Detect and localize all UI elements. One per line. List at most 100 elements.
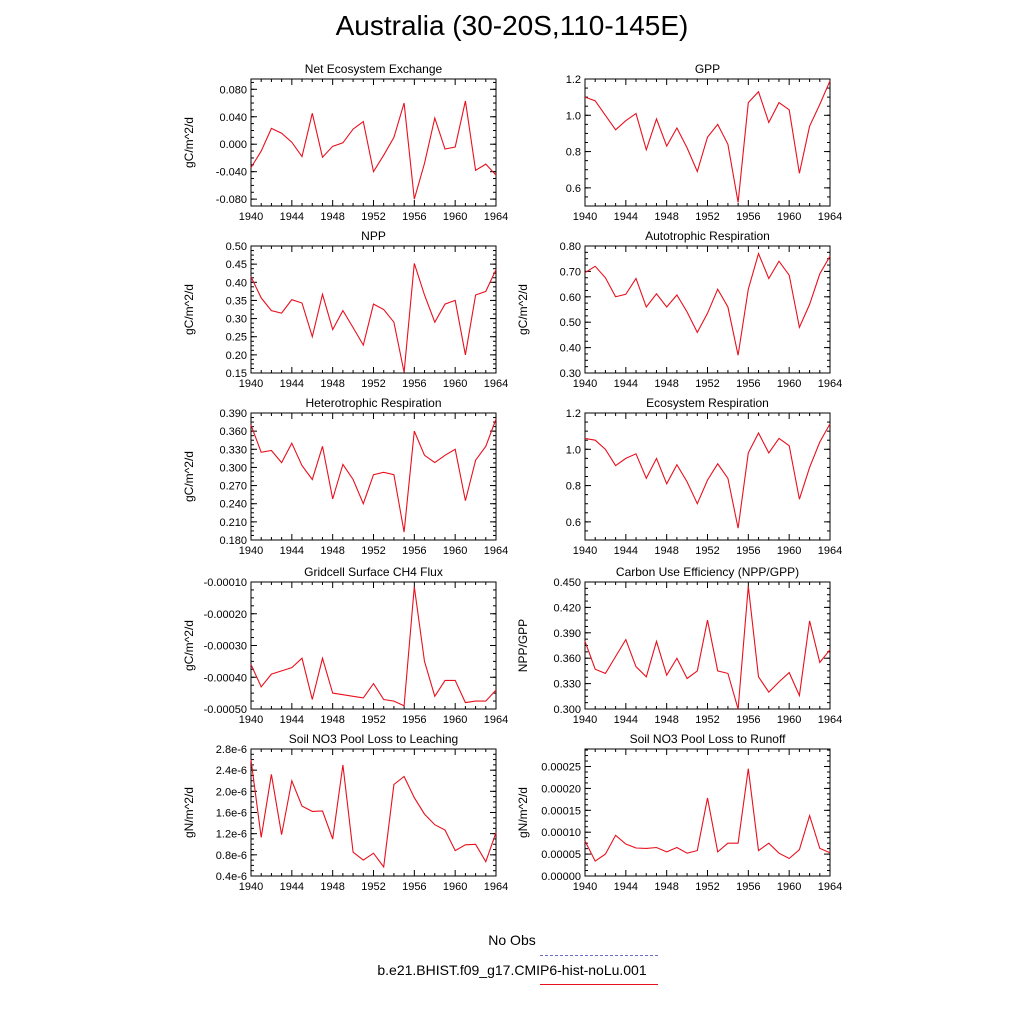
panel-10-title: Soil NO3 Pool Loss to Runoff [630,732,787,746]
panel-4-series-line [584,251,831,356]
panel-2-ytick-label: 1.0 [566,110,581,122]
panel-8-xtick-label: 1952 [695,714,719,726]
panel-3-xtick-label: 1952 [361,378,385,390]
panel-1-ytick-label: 0.080 [219,84,247,96]
panel-9-ytick-label: 2.0e-6 [216,786,247,798]
panel-5-ylabel: gC/m^2/d [182,451,196,502]
panel-5-xtick-label: 1960 [443,545,467,557]
figure-title: Australia (30-20S,110-145E) [335,10,689,41]
panel-9-ytick-label: 2.8e-6 [216,744,247,756]
panel-10-xtick-label: 1952 [695,881,719,893]
panel-4-ytick-label: 0.80 [560,241,581,253]
panel-10-frame [584,748,831,877]
panel-7-xtick-label: 1944 [280,714,304,726]
panel-9-ytick-label: 0.4e-6 [216,871,247,883]
panel-5-series-line [250,418,497,533]
panel-7-xtick-label: 1940 [239,714,263,726]
panel-1-ytick-label: 0.040 [219,112,247,124]
panel-10-xtick-label: 1948 [654,881,678,893]
panel-1-xtick-label: 1960 [443,211,467,223]
panel-9-ytick-label: 0.8e-6 [216,850,247,862]
panel-5-ytick-label: 0.300 [219,462,247,474]
panel-4-ytick-label: 0.40 [560,343,581,355]
panel-6-series-line [584,423,831,529]
panel-7-xtick-label: 1948 [320,714,344,726]
panel-6-ytick-label: 1.2 [566,408,581,420]
panel-5-ytick-label: 0.390 [219,408,247,420]
panel-8-ytick-label: 0.300 [553,704,581,716]
panel-10-ytick-label: 0.00025 [541,762,581,774]
panel-5-ytick-label: 0.240 [219,499,247,511]
panel-1-xtick-label: 1948 [320,211,344,223]
panel-10-ytick-label: 0.00010 [541,827,581,839]
panel-3-xtick-label: 1944 [280,378,304,390]
panel-5-frame [250,412,497,541]
panel-8-ylabel: NPP/GPP [516,619,530,672]
panel-6-title: Ecosystem Respiration [646,396,769,410]
panel-2-xtick-label: 1948 [654,211,678,223]
panel-3-series-line [250,263,497,373]
panel-7-xtick-label: 1956 [402,714,426,726]
panel-4-ylabel: gC/m^2/d [516,284,530,335]
panel-7-xtick-label: 1964 [484,714,508,726]
panel-5-ytick-label: 0.180 [219,535,247,547]
panel-10-xtick-label: 1944 [614,881,638,893]
legend-model-label: b.e21.BHIST.f09_g17.CMIP6-hist-noLu.001 [377,962,647,978]
panel-7-title: Gridcell Surface CH4 Flux [304,565,443,579]
panel-4-xtick-label: 1944 [614,378,638,390]
panel-9-xtick-label: 1940 [239,881,263,893]
panel-5-xtick-label: 1956 [402,545,426,557]
panel-1-ytick-label: -0.040 [216,167,247,179]
panel-4-frame [584,245,831,374]
panel-4-xtick-label: 1948 [654,378,678,390]
panel-7-xtick-label: 1960 [443,714,467,726]
panel-4-ytick-label: 0.60 [560,292,581,304]
panel-8-xtick-label: 1964 [818,714,842,726]
panel-1-ytick-label: 0.000 [219,139,247,151]
panel-3-title: NPP [361,229,386,243]
panel-4-xtick-label: 1952 [695,378,719,390]
panel-9-xtick-label: 1948 [320,881,344,893]
panel-1-xtick-label: 1964 [484,211,508,223]
panel-8-series-line [584,586,831,710]
panel-3-ytick-label: 0.35 [226,295,247,307]
panel-3-ytick-label: 0.30 [226,314,247,326]
panel-6-ytick-label: 1.0 [566,444,581,456]
panel-4-ytick-label: 0.70 [560,266,581,278]
panel-9-xtick-label: 1960 [443,881,467,893]
panel-3-ytick-label: 0.45 [226,259,247,271]
panel-10-ytick-label: 0.00005 [541,849,581,861]
panel-9-ytick-label: 2.4e-6 [216,765,247,777]
panel-9-ytick-label: 1.2e-6 [216,829,247,841]
panel-10-xtick-label: 1964 [818,881,842,893]
panel-6-xtick-label: 1940 [573,545,597,557]
panel-9-xtick-label: 1964 [484,881,508,893]
panel-8-xtick-label: 1944 [614,714,638,726]
panel-7-ytick-label: -0.00040 [204,672,247,684]
panel-8-ytick-label: 0.450 [553,577,581,589]
legend-obs-line [540,955,658,956]
panel-9-xtick-label: 1952 [361,881,385,893]
panel-4-ytick-label: 0.50 [560,317,581,329]
panel-10-ytick-label: 0.00020 [541,783,581,795]
panel-3-ytick-label: 0.25 [226,332,247,344]
panel-8-xtick-label: 1956 [736,714,760,726]
panel-10-xtick-label: 1940 [573,881,597,893]
panel-5-xtick-label: 1964 [484,545,508,557]
panel-9-xtick-label: 1956 [402,881,426,893]
panel-6-xtick-label: 1952 [695,545,719,557]
panel-9-title: Soil NO3 Pool Loss to Leaching [289,732,458,746]
panel-6-xtick-label: 1948 [654,545,678,557]
panel-7-xtick-label: 1952 [361,714,385,726]
panel-10-ytick-label: 0.00015 [541,805,581,817]
panel-2-series-line [584,80,831,203]
panel-4-title: Autotrophic Respiration [645,229,770,243]
panel-1-xtick-label: 1956 [402,211,426,223]
panel-3-ytick-label: 0.15 [226,368,247,380]
panel-3-xtick-label: 1956 [402,378,426,390]
panel-10-xtick-label: 1956 [736,881,760,893]
panel-9-ytick-label: 1.6e-6 [216,808,247,820]
panel-2-frame [584,78,831,207]
panel-7-ytick-label: -0.00010 [204,577,247,589]
panel-1-xtick-label: 1944 [280,211,304,223]
